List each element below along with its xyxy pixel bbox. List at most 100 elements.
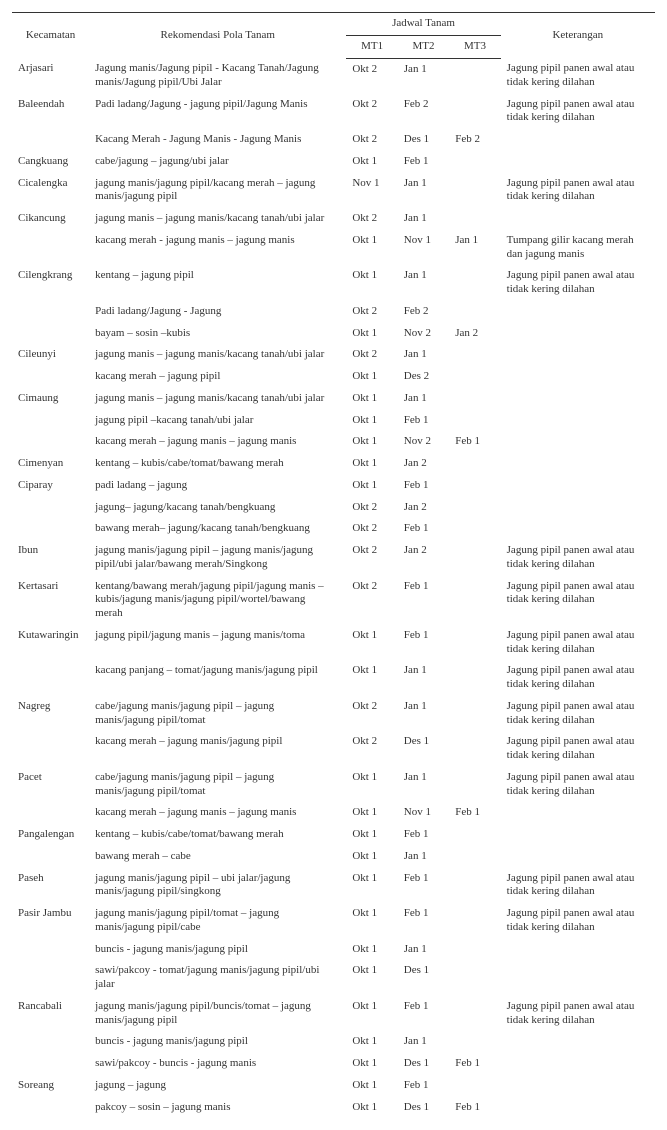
cell-rekomendasi: kacang merah - jagung manis – jagung man… [89,230,346,266]
cell-mt3 [449,939,500,961]
cell-keterangan: Jagung pipil panen awal atau tidak kerin… [501,996,655,1032]
cell-rekomendasi: jagung manis – jagung manis/kacang tanah… [89,208,346,230]
header-mt1: MT1 [346,35,397,58]
cell-keterangan [501,518,655,540]
cell-mt2: Des 1 [398,1053,449,1075]
cell-keterangan: Jagung pipil panen awal atau tidak kerin… [501,868,655,904]
cell-mt2: Nov 1 [398,230,449,266]
cell-mt2: Nov 1 [398,802,449,824]
table-row: Kertasarikentang/bawang merah/jagung pip… [12,576,655,625]
cell-rekomendasi: cabe/jagung manis/jagung pipil – jagung … [89,696,346,732]
cell-rekomendasi: Kacang Merah - Jagung Manis - Jagung Man… [89,129,346,151]
cell-kecamatan [12,960,89,996]
cell-kecamatan [12,230,89,266]
cell-mt3 [449,366,500,388]
cell-rekomendasi: kacang merah – jagung manis – jagung man… [89,431,346,453]
cell-mt3 [449,960,500,996]
table-row: pakcoy – sosin – jagung manisOkt 1Des 1F… [12,1097,655,1119]
cell-rekomendasi: jagung pipil/jagung manis – jagung manis… [89,625,346,661]
cell-kecamatan: Kertasari [12,576,89,625]
cell-mt1: Okt 1 [346,1031,397,1053]
cell-kecamatan: Soreang [12,1075,89,1097]
cell-mt1: Okt 1 [346,1053,397,1075]
cell-kecamatan: Arjasari [12,58,89,94]
table-row: Nagregcabe/jagung manis/jagung pipil – j… [12,696,655,732]
cell-kecamatan: Kutawaringin [12,625,89,661]
cell-mt2: Jan 1 [398,660,449,696]
cell-keterangan [501,802,655,824]
cell-rekomendasi: kentang – kubis/cabe/tomat/bawang merah [89,453,346,475]
cell-keterangan: Jagung pipil panen awal atau tidak kerin… [501,576,655,625]
cell-keterangan [501,1053,655,1075]
cell-mt1: Okt 1 [346,846,397,868]
cell-keterangan: Jagung pipil panen awal atau tidak kerin… [501,265,655,301]
table-row: BaleendahPadi ladang/Jagung - jagung pip… [12,94,655,130]
cell-rekomendasi: cabe/jagung – jagung/ubi jalar [89,151,346,173]
cell-mt1: Okt 1 [346,265,397,301]
cell-mt2: Jan 1 [398,696,449,732]
table-row: bayam – sosin –kubisOkt 1Nov 2Jan 2 [12,323,655,345]
cell-mt3: Jan 1 [449,230,500,266]
cell-mt1: Okt 1 [346,1097,397,1119]
cell-keterangan [501,1075,655,1097]
cell-kecamatan [12,301,89,323]
cell-mt1: Okt 1 [346,475,397,497]
cell-mt1: Okt 1 [346,1075,397,1097]
pola-tanam-table: Kecamatan Rekomendasi Pola Tanam Jadwal … [12,12,655,1118]
table-row: ArjasariJagung manis/Jagung pipil - Kaca… [12,58,655,94]
cell-keterangan [501,475,655,497]
cell-kecamatan: Cileunyi [12,344,89,366]
table-row: Cimenyankentang – kubis/cabe/tomat/bawan… [12,453,655,475]
cell-kecamatan: Cikancung [12,208,89,230]
table-row: sawi/pakcoy - tomat/jagung manis/jagung … [12,960,655,996]
cell-kecamatan [12,660,89,696]
table-row: jagung pipil –kacang tanah/ubi jalarOkt … [12,410,655,432]
cell-mt1: Okt 1 [346,151,397,173]
cell-mt3: Feb 1 [449,802,500,824]
cell-mt3 [449,696,500,732]
table-row: Soreangjagung – jagungOkt 1Feb 1 [12,1075,655,1097]
cell-kecamatan: Baleendah [12,94,89,130]
cell-keterangan [501,129,655,151]
cell-mt3: Feb 2 [449,129,500,151]
cell-mt3 [449,868,500,904]
cell-kecamatan [12,1097,89,1119]
cell-kecamatan [12,518,89,540]
table-row: kacang merah – jagung pipilOkt 1Des 2 [12,366,655,388]
cell-mt1: Okt 2 [346,344,397,366]
cell-rekomendasi: jagung manis/jagung pipil/tomat – jagung… [89,903,346,939]
cell-rekomendasi: sawi/pakcoy - tomat/jagung manis/jagung … [89,960,346,996]
cell-keterangan [501,410,655,432]
cell-kecamatan: Ciparay [12,475,89,497]
cell-mt3 [449,173,500,209]
cell-rekomendasi: bawang merah– jagung/kacang tanah/bengku… [89,518,346,540]
table-row: Cikancungjagung manis – jagung manis/kac… [12,208,655,230]
cell-mt3 [449,453,500,475]
cell-mt1: Okt 1 [346,230,397,266]
cell-rekomendasi: buncis - jagung manis/jagung pipil [89,939,346,961]
cell-rekomendasi: jagung manis/jagung pipil/kacang merah –… [89,173,346,209]
cell-mt2: Feb 1 [398,868,449,904]
cell-kecamatan [12,731,89,767]
cell-mt3 [449,576,500,625]
cell-rekomendasi: jagung – jagung [89,1075,346,1097]
cell-mt2: Feb 1 [398,1075,449,1097]
cell-mt1: Okt 1 [346,431,397,453]
cell-mt1: Okt 1 [346,996,397,1032]
cell-keterangan: Jagung pipil panen awal atau tidak kerin… [501,625,655,661]
cell-rekomendasi: Jagung manis/Jagung pipil - Kacang Tanah… [89,58,346,94]
cell-mt1: Okt 2 [346,696,397,732]
cell-keterangan [501,344,655,366]
cell-mt2: Jan 1 [398,1031,449,1053]
cell-mt2: Feb 1 [398,410,449,432]
table-row: kacang panjang – tomat/jagung manis/jagu… [12,660,655,696]
table-row: Pangalengankentang – kubis/cabe/tomat/ba… [12,824,655,846]
cell-rekomendasi: kentang/bawang merah/jagung pipil/jagung… [89,576,346,625]
cell-rekomendasi: jagung manis/jagung pipil – ubi jalar/ja… [89,868,346,904]
cell-mt3 [449,660,500,696]
cell-rekomendasi: pakcoy – sosin – jagung manis [89,1097,346,1119]
cell-keterangan: Jagung pipil panen awal atau tidak kerin… [501,173,655,209]
cell-kecamatan: Nagreg [12,696,89,732]
cell-mt2: Feb 1 [398,518,449,540]
cell-kecamatan: Pacet [12,767,89,803]
